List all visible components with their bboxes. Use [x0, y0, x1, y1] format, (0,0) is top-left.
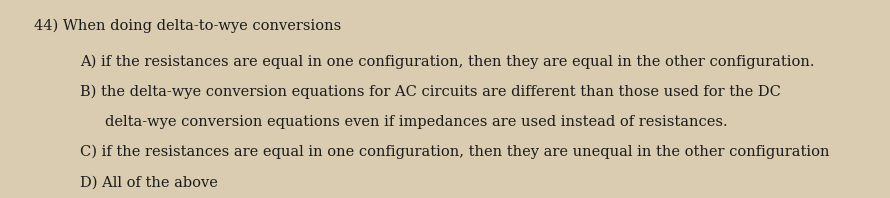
Text: 44) When doing delta-to-wye conversions: 44) When doing delta-to-wye conversions — [34, 19, 341, 33]
Text: D) All of the above: D) All of the above — [80, 176, 218, 189]
Text: delta-wye conversion equations even if impedances are used instead of resistance: delta-wye conversion equations even if i… — [105, 115, 728, 129]
Text: A) if the resistances are equal in one configuration, then they are equal in the: A) if the resistances are equal in one c… — [80, 54, 814, 69]
Text: B) the delta-wye conversion equations for AC circuits are different than those u: B) the delta-wye conversion equations fo… — [80, 85, 781, 99]
Text: C) if the resistances are equal in one configuration, then they are unequal in t: C) if the resistances are equal in one c… — [80, 144, 829, 159]
